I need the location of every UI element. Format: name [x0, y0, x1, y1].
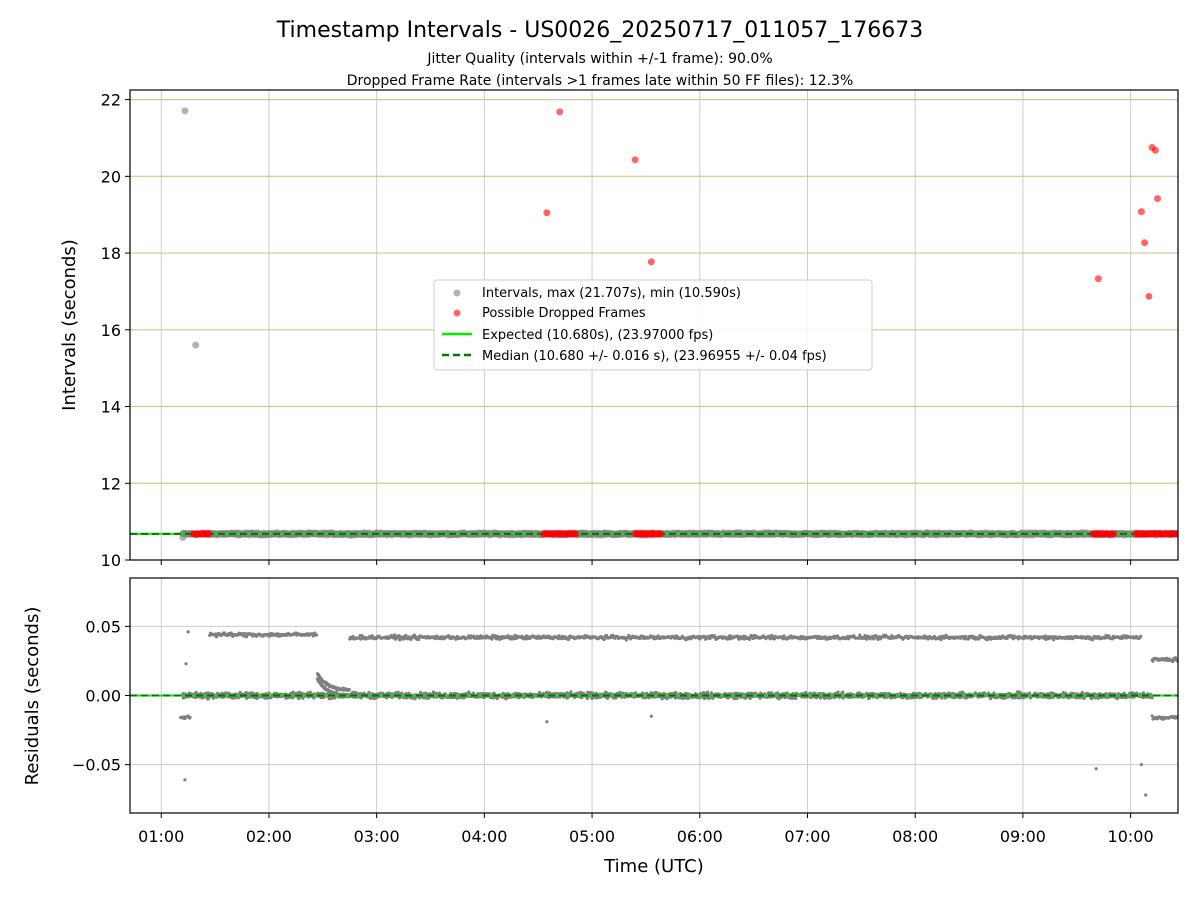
residual-point [467, 690, 471, 694]
chart-subtitle-1: Jitter Quality (intervals within +/-1 fr… [426, 51, 772, 67]
residual-point [603, 637, 607, 641]
residual-point [594, 691, 598, 695]
top-data [130, 107, 1178, 541]
dropped-frame-point [1137, 208, 1145, 216]
residual-point [836, 690, 840, 694]
dropped-frame-point [205, 530, 213, 538]
residual-point [1027, 691, 1031, 695]
chart-title: Timestamp Intervals - US0026_20250717_01… [276, 18, 923, 43]
residual-point [1080, 690, 1084, 695]
residual-point [748, 696, 752, 701]
residual-point [490, 637, 494, 641]
residual-point [243, 631, 247, 636]
top-y-tick-label-20: 20 [101, 167, 121, 186]
residual-point [977, 637, 981, 641]
dropped-frame-point [657, 530, 665, 538]
dropped-frame-point [543, 209, 551, 217]
dropped-frame-point [1154, 195, 1162, 203]
residual-point [545, 690, 549, 694]
residual-point [194, 690, 198, 695]
top-y-tick-label-16: 16 [101, 321, 121, 340]
series-dropped-frames [190, 108, 1178, 538]
residual-point [776, 691, 780, 695]
residual-point [794, 696, 798, 701]
top-y-tick-label-10: 10 [101, 551, 121, 570]
interval-outlier-point [181, 107, 189, 115]
residual-point [492, 691, 496, 695]
residual-point [585, 696, 589, 701]
residual-point [362, 691, 366, 695]
residual-point [618, 690, 622, 694]
residual-point [747, 637, 752, 641]
top-y-tick-label-22: 22 [101, 91, 121, 110]
dropped-frame-point [631, 156, 639, 164]
residual-point [707, 696, 711, 701]
series-residuals [179, 630, 1178, 797]
residual-point [604, 691, 608, 695]
interval-outlier-point [192, 341, 200, 349]
bottom-data [130, 630, 1178, 797]
dropped-frame-point [572, 530, 580, 538]
residual-point [627, 633, 631, 637]
dropped-frame-point [1151, 146, 1159, 154]
residual-point [418, 690, 423, 694]
residual-point [686, 696, 690, 701]
top-y-tick-label-12: 12 [101, 474, 121, 493]
dropped-frame-point [1110, 530, 1118, 538]
bottom-y-tick-label-0: 0.05 [85, 617, 121, 636]
residual-point [624, 638, 628, 642]
interval-outlier-point [179, 533, 187, 541]
chart-subtitle-2: Dropped Frame Rate (intervals >1 frames … [347, 73, 854, 89]
residual-point [566, 637, 571, 642]
residual-point [674, 691, 678, 695]
residual-point [359, 637, 363, 641]
residual-point [586, 690, 590, 695]
residual-point [804, 691, 808, 695]
top-y-tick-label-14: 14 [101, 398, 121, 417]
dropped-frame-point [1145, 292, 1153, 300]
dropped-frame-point [556, 108, 564, 116]
residual-point [872, 637, 876, 641]
residual-point [890, 634, 894, 638]
residual-point [569, 690, 573, 694]
dropped-frame-point [1141, 239, 1149, 247]
top-y-tick-label-18: 18 [101, 244, 121, 263]
residual-point [863, 634, 867, 638]
residual-point [992, 691, 996, 695]
residual-point [314, 633, 319, 637]
residual-point [404, 691, 408, 696]
bottom-y-tick-label-1: 0.00 [85, 687, 121, 706]
residual-point [417, 637, 421, 642]
residual-point [988, 697, 993, 701]
dropped-frame-point [647, 258, 655, 266]
residual-point [841, 690, 845, 694]
dropped-frame-point [1173, 530, 1178, 538]
residual-point [308, 690, 312, 694]
residual-point [865, 637, 869, 641]
residual-point [656, 634, 660, 638]
dropped-frame-point [1094, 275, 1102, 283]
residual-point [229, 631, 233, 635]
residual-point [1150, 696, 1154, 700]
residual-point [351, 634, 355, 639]
bottom-y-tick-label-2: −0.05 [72, 756, 121, 775]
top-panel-frame [129, 89, 1179, 561]
residual-point [267, 691, 271, 695]
